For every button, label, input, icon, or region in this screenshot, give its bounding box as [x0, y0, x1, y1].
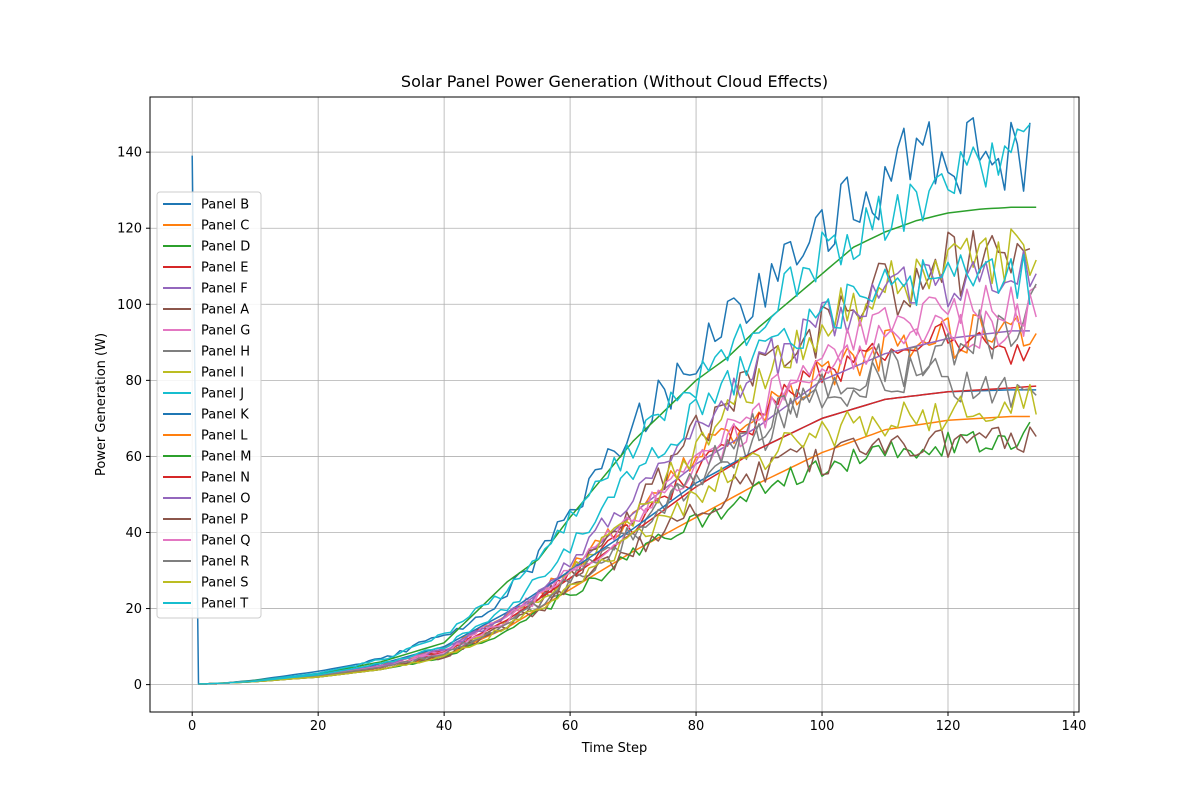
series-line [198, 284, 1037, 685]
legend-label: Panel S [201, 576, 248, 591]
legend-label: Panel T [201, 597, 248, 612]
legend-label: Panel O [201, 492, 250, 507]
y-tick-label: 120 [117, 222, 142, 237]
y-tick-label: 60 [125, 450, 142, 465]
series-line [198, 206, 1037, 685]
x-tick-label: 20 [310, 719, 327, 734]
legend-label: Panel R [201, 555, 249, 570]
legend-label: Panel L [201, 429, 248, 444]
series-line [198, 123, 1031, 685]
grid-lines [150, 97, 1079, 712]
series-line [198, 285, 1037, 685]
series-line [198, 249, 1037, 685]
series-line [198, 253, 1031, 685]
x-tick-label: 80 [688, 719, 705, 734]
legend-label: Panel N [201, 471, 250, 486]
series-line [198, 383, 1037, 685]
x-tick-label: 40 [436, 719, 453, 734]
y-tick-label: 140 [117, 146, 142, 161]
plot-frame [149, 96, 1080, 713]
legend-label: Panel P [201, 513, 248, 528]
series-line [198, 356, 1037, 685]
x-axis-label: Time Step [581, 741, 648, 756]
legend-label: Panel B [201, 198, 249, 213]
y-tick-label: 100 [117, 298, 142, 313]
legend-label: Panel H [201, 345, 250, 360]
x-axis-ticks: 0 20 40 60 80 100 120 140 [188, 712, 1086, 734]
series-line [198, 283, 1037, 685]
legend-label: Panel F [201, 282, 248, 297]
y-axis-label: Power Generation (W) [94, 333, 109, 476]
legend-label: Panel G [201, 324, 250, 339]
series-line [191, 117, 1031, 685]
y-tick-label: 40 [125, 526, 142, 541]
y-tick-label: 0 [134, 678, 142, 693]
chart-title: Solar Panel Power Generation (Without Cl… [401, 72, 828, 91]
legend-label: Panel J [201, 387, 244, 402]
y-tick-label: 80 [125, 374, 142, 389]
x-tick-label: 140 [1062, 719, 1087, 734]
y-tick-label: 20 [125, 602, 142, 617]
x-tick-label: 60 [562, 719, 579, 734]
series-line [198, 314, 1037, 685]
series-layer [191, 117, 1037, 685]
legend-label: Panel E [201, 261, 248, 276]
x-tick-label: 0 [188, 719, 196, 734]
legend-label: Panel A [201, 303, 249, 318]
legend: Panel B Panel C Panel D Panel E Panel F Panel… [156, 191, 262, 619]
legend-label: Panel C [201, 219, 249, 234]
legend-label: Panel K [201, 408, 249, 423]
series-line [198, 421, 1031, 685]
y-axis-ticks: 0 20 40 60 80 100 120 140 [117, 146, 150, 693]
legend-box [156, 191, 262, 619]
legend-label: Panel D [201, 240, 250, 255]
legend-label: Panel Q [201, 534, 250, 549]
series-line [198, 385, 1037, 685]
legend-label: Panel M [201, 450, 251, 465]
x-tick-label: 120 [936, 719, 961, 734]
legend-label: Panel I [201, 366, 244, 381]
x-tick-label: 100 [810, 719, 835, 734]
